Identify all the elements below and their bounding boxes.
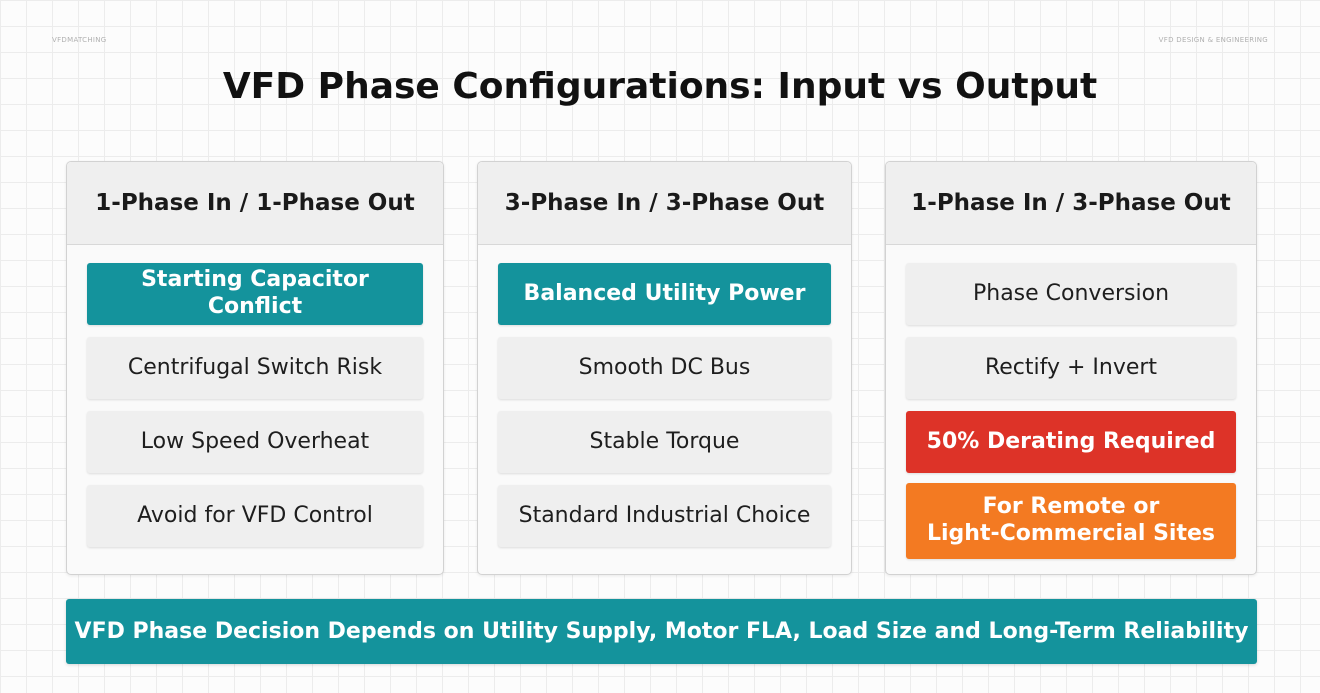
item-centrifugal-switch-risk: Centrifugal Switch Risk: [87, 337, 423, 399]
corner-label-left: VFDMATCHING: [52, 36, 107, 44]
item-phase-conversion: Phase Conversion: [906, 263, 1236, 325]
panel-header: 3-Phase In / 3-Phase Out: [478, 162, 851, 245]
panel-3phase-3phase: 3-Phase In / 3-Phase Out Balanced Utilit…: [477, 161, 852, 575]
item-rectify-invert: Rectify + Invert: [906, 337, 1236, 399]
item-derating-required: 50% Derating Required: [906, 411, 1236, 473]
panel-header: 1-Phase In / 1-Phase Out: [67, 162, 443, 245]
item-low-speed-overheat: Low Speed Overheat: [87, 411, 423, 473]
panel-1phase-1phase: 1-Phase In / 1-Phase Out Starting Capaci…: [66, 161, 444, 575]
item-starting-capacitor-conflict: Starting Capacitor Conflict: [87, 263, 423, 325]
item-avoid-for-vfd-control: Avoid for VFD Control: [87, 485, 423, 547]
item-balanced-utility-power: Balanced Utility Power: [498, 263, 831, 325]
panel-header: 1-Phase In / 3-Phase Out: [886, 162, 1256, 245]
item-standard-industrial-choice: Standard Industrial Choice: [498, 485, 831, 547]
item-stable-torque: Stable Torque: [498, 411, 831, 473]
item-smooth-dc-bus: Smooth DC Bus: [498, 337, 831, 399]
panel-1phase-3phase: 1-Phase In / 3-Phase Out Phase Conversio…: [885, 161, 1257, 575]
corner-label-right: VFD DESIGN & ENGINEERING: [1158, 36, 1268, 44]
footer-banner: VFD Phase Decision Depends on Utility Su…: [66, 599, 1257, 664]
item-remote-light-commercial: For Remote or Light-Commercial Sites: [906, 483, 1236, 559]
diagram-title: VFD Phase Configurations: Input vs Outpu…: [222, 66, 1098, 107]
